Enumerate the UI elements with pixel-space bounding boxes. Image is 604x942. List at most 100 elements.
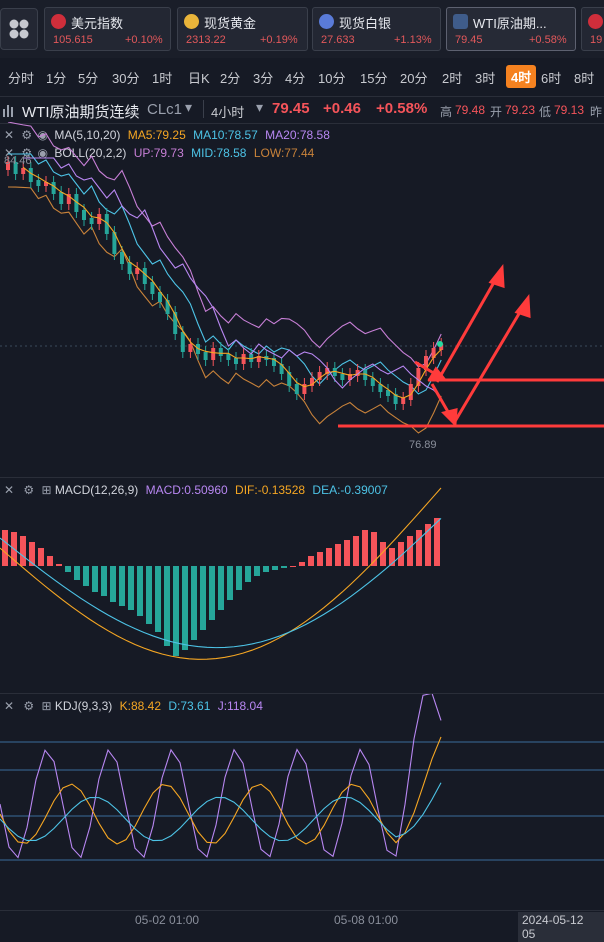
timeframe-tab[interactable]: 4分 bbox=[285, 71, 306, 86]
macd-bar bbox=[56, 564, 62, 566]
ticker-card-partial[interactable]: 19 bbox=[581, 7, 604, 51]
candle-body bbox=[59, 192, 64, 204]
timeframe-tab[interactable]: 8时 bbox=[574, 71, 595, 86]
divider bbox=[203, 100, 204, 118]
ticker-change: +0.58% bbox=[529, 34, 567, 46]
ma-label: MA(5,10,20) bbox=[54, 128, 121, 142]
settings-icon[interactable]: ⚙ bbox=[23, 699, 35, 713]
timeframe-tab[interactable]: 3分 bbox=[253, 71, 274, 86]
candle-body bbox=[386, 390, 390, 396]
ticker-card-usd-index[interactable]: 美元指数 105.615 +0.10% bbox=[44, 7, 171, 51]
candle-body bbox=[256, 356, 261, 362]
ticker-card-wti[interactable]: WTI原油期... 79.45 +0.58% bbox=[446, 7, 576, 51]
settings-icon[interactable]: ⚙ bbox=[21, 128, 33, 142]
price-change: +0.46 bbox=[323, 100, 361, 117]
close-icon[interactable]: ✕ bbox=[4, 483, 15, 497]
symbol-name[interactable]: WTI原油期货连续 bbox=[22, 104, 140, 121]
ticker-card-spot-gold[interactable]: 现货黄金 2313.22 +0.19% bbox=[177, 7, 308, 51]
macd-bar bbox=[362, 530, 368, 566]
timeframe-tab[interactable]: 分时 bbox=[8, 71, 35, 86]
dea-line bbox=[0, 517, 442, 649]
candle-body bbox=[325, 368, 330, 374]
ticker-name: 现货黄金 bbox=[204, 16, 257, 31]
timeframe-tab[interactable]: 15分 bbox=[360, 71, 388, 86]
timeframe-tab[interactable]: 10分 bbox=[318, 71, 346, 86]
candle-body bbox=[97, 214, 102, 224]
time-axis: 05-02 01:00 05-08 01:00 2024-05-12 05 bbox=[0, 910, 604, 942]
menu-grid-button[interactable] bbox=[0, 8, 38, 50]
last-price-dot bbox=[437, 341, 443, 347]
close-icon[interactable]: ✕ bbox=[4, 146, 15, 160]
period-label[interactable]: 4小时 bbox=[211, 105, 245, 120]
kdj-legend: ✕ ⚙ ⊞ KDJ(9,3,3) K:88.42 D:73.61 J:118.0… bbox=[4, 699, 263, 713]
arrow-head bbox=[441, 408, 458, 428]
eye-icon[interactable]: ◉ bbox=[37, 146, 48, 160]
expand-icon[interactable]: ⊞ bbox=[41, 483, 52, 497]
macd-bar bbox=[2, 530, 8, 566]
us-flag-icon bbox=[51, 14, 66, 29]
candle-body bbox=[424, 356, 428, 370]
settings-icon[interactable]: ⚙ bbox=[23, 483, 35, 497]
silver-coin-icon bbox=[319, 14, 334, 29]
candle-body bbox=[89, 218, 94, 224]
timeframe-tab[interactable]: 30分 bbox=[112, 71, 140, 86]
ticker-name: WTI原油期... bbox=[473, 16, 547, 31]
kdj-chart[interactable] bbox=[0, 694, 604, 910]
high-label: 高 bbox=[440, 105, 453, 119]
period-chevron-icon[interactable]: ▾ bbox=[256, 99, 264, 115]
timeframe-tab[interactable]: 2分 bbox=[220, 71, 241, 86]
candle-body bbox=[317, 372, 322, 380]
expand-icon[interactable]: ⊞ bbox=[41, 699, 52, 713]
ticker-card-spot-silver[interactable]: 现货白银 27.633 +1.13% bbox=[312, 7, 441, 51]
timeframe-tab[interactable]: 1时 bbox=[152, 71, 173, 86]
macd-bar bbox=[281, 566, 287, 568]
macd-bar bbox=[299, 562, 305, 566]
pane-divider bbox=[0, 693, 604, 694]
boll-mid-value: MID:78.58 bbox=[191, 146, 247, 160]
price-chart[interactable]: 84.46 76.89 bbox=[0, 122, 604, 477]
macd-bar bbox=[65, 566, 71, 572]
close-icon[interactable]: ✕ bbox=[4, 699, 15, 713]
boll-upper-line bbox=[7, 122, 442, 368]
ma10-value: MA10:78.57 bbox=[193, 128, 258, 142]
timeframe-tab[interactable]: 2时 bbox=[442, 71, 463, 86]
candle-body bbox=[120, 252, 124, 264]
ticker-price: 19 bbox=[590, 34, 603, 46]
macd-bar bbox=[128, 566, 134, 610]
boll-label: BOLL(20,2,2) bbox=[54, 146, 127, 160]
ticker-name: 美元指数 bbox=[71, 16, 124, 31]
candle-body bbox=[332, 368, 337, 376]
close-icon[interactable]: ✕ bbox=[4, 128, 15, 142]
boll-legend: ✕ ⚙ ◉ BOLL(20,2,2) UP:79.73 MID:78.58 LO… bbox=[4, 146, 314, 160]
symbol-code: CLc1 bbox=[147, 101, 183, 118]
j-value: J:118.04 bbox=[217, 699, 263, 713]
candle-body bbox=[66, 194, 71, 204]
cursor-time-label: 2024-05-12 05 bbox=[518, 912, 604, 942]
boll-up-value: UP:79.73 bbox=[133, 146, 184, 160]
ticker-name: 现货白银 bbox=[339, 16, 392, 31]
arrow-head bbox=[514, 293, 531, 319]
candle-body bbox=[393, 394, 398, 404]
ticker-change: +1.13% bbox=[394, 34, 432, 46]
macd-bar bbox=[20, 536, 26, 566]
low-value: 79.13 bbox=[554, 103, 585, 117]
dropdown-chevron-icon[interactable]: ▾ bbox=[185, 99, 193, 115]
settings-icon[interactable]: ⚙ bbox=[21, 146, 33, 160]
timeframe-tab[interactable]: 日K bbox=[188, 71, 210, 86]
timeframe-tab[interactable]: 20分 bbox=[400, 71, 428, 86]
candle-body bbox=[82, 210, 86, 220]
timeframe-tab[interactable]: 3时 bbox=[475, 71, 496, 86]
boll-lower-line bbox=[7, 186, 442, 434]
timeframe-tab[interactable]: 5分 bbox=[78, 71, 99, 86]
macd-bar bbox=[29, 542, 35, 566]
candle-body bbox=[165, 300, 170, 314]
macd-bar bbox=[290, 566, 296, 567]
annotation-arrows[interactable] bbox=[414, 263, 531, 428]
timeframe-tab[interactable]: 4时 bbox=[506, 65, 537, 88]
timeframe-tab[interactable]: 6时 bbox=[541, 71, 562, 86]
timeframe-tab[interactable]: 1分 bbox=[46, 71, 67, 86]
macd-chart[interactable] bbox=[0, 478, 604, 693]
macd-bar bbox=[263, 566, 269, 572]
dif-value: DIF:-0.13528 bbox=[235, 483, 306, 497]
ma-legend: ✕ ⚙ ◉ MA(5,10,20) MA5:79.25 MA10:78.57 M… bbox=[4, 128, 330, 142]
